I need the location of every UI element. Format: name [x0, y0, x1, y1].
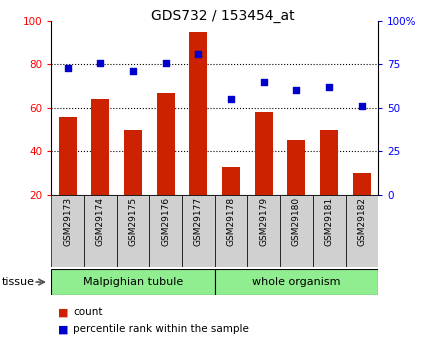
Bar — [124, 130, 142, 195]
Text: GSM29182: GSM29182 — [357, 197, 366, 246]
Bar — [117, 195, 150, 267]
Text: tissue: tissue — [2, 277, 35, 287]
Bar — [182, 195, 215, 267]
Point — [227, 96, 235, 102]
Point — [260, 79, 267, 85]
Point — [162, 60, 169, 65]
Text: GSM29180: GSM29180 — [292, 197, 301, 246]
Point — [195, 51, 202, 57]
Bar — [51, 195, 84, 267]
Text: GSM29175: GSM29175 — [129, 197, 138, 246]
Bar — [190, 32, 207, 195]
Text: GSM29179: GSM29179 — [259, 197, 268, 246]
Bar — [59, 117, 77, 195]
Bar — [353, 173, 371, 195]
Bar — [287, 140, 305, 195]
Text: GDS732 / 153454_at: GDS732 / 153454_at — [151, 9, 294, 23]
Point — [293, 88, 300, 93]
Bar — [51, 269, 215, 295]
Bar — [215, 269, 378, 295]
Bar — [84, 195, 117, 267]
Text: GSM29173: GSM29173 — [63, 197, 72, 246]
Bar — [320, 130, 338, 195]
Bar — [255, 112, 273, 195]
Text: percentile rank within the sample: percentile rank within the sample — [73, 325, 249, 334]
Text: whole organism: whole organism — [252, 277, 341, 287]
Text: ■: ■ — [58, 307, 69, 317]
Text: GSM29177: GSM29177 — [194, 197, 203, 246]
Text: GSM29176: GSM29176 — [161, 197, 170, 246]
Bar — [157, 92, 174, 195]
Bar — [346, 195, 378, 267]
Text: GSM29181: GSM29181 — [325, 197, 334, 246]
Bar — [150, 195, 182, 267]
Point — [326, 84, 333, 90]
Point — [129, 68, 137, 74]
Text: GSM29174: GSM29174 — [96, 197, 105, 246]
Bar — [222, 167, 240, 195]
Point — [358, 103, 365, 109]
Point — [97, 60, 104, 65]
Bar — [313, 195, 346, 267]
Text: GSM29178: GSM29178 — [227, 197, 235, 246]
Point — [64, 65, 71, 70]
Bar — [215, 195, 247, 267]
Bar — [280, 195, 313, 267]
Bar — [91, 99, 109, 195]
Text: count: count — [73, 307, 103, 317]
Text: Malpighian tubule: Malpighian tubule — [83, 277, 183, 287]
Bar — [247, 195, 280, 267]
Text: ■: ■ — [58, 325, 69, 334]
